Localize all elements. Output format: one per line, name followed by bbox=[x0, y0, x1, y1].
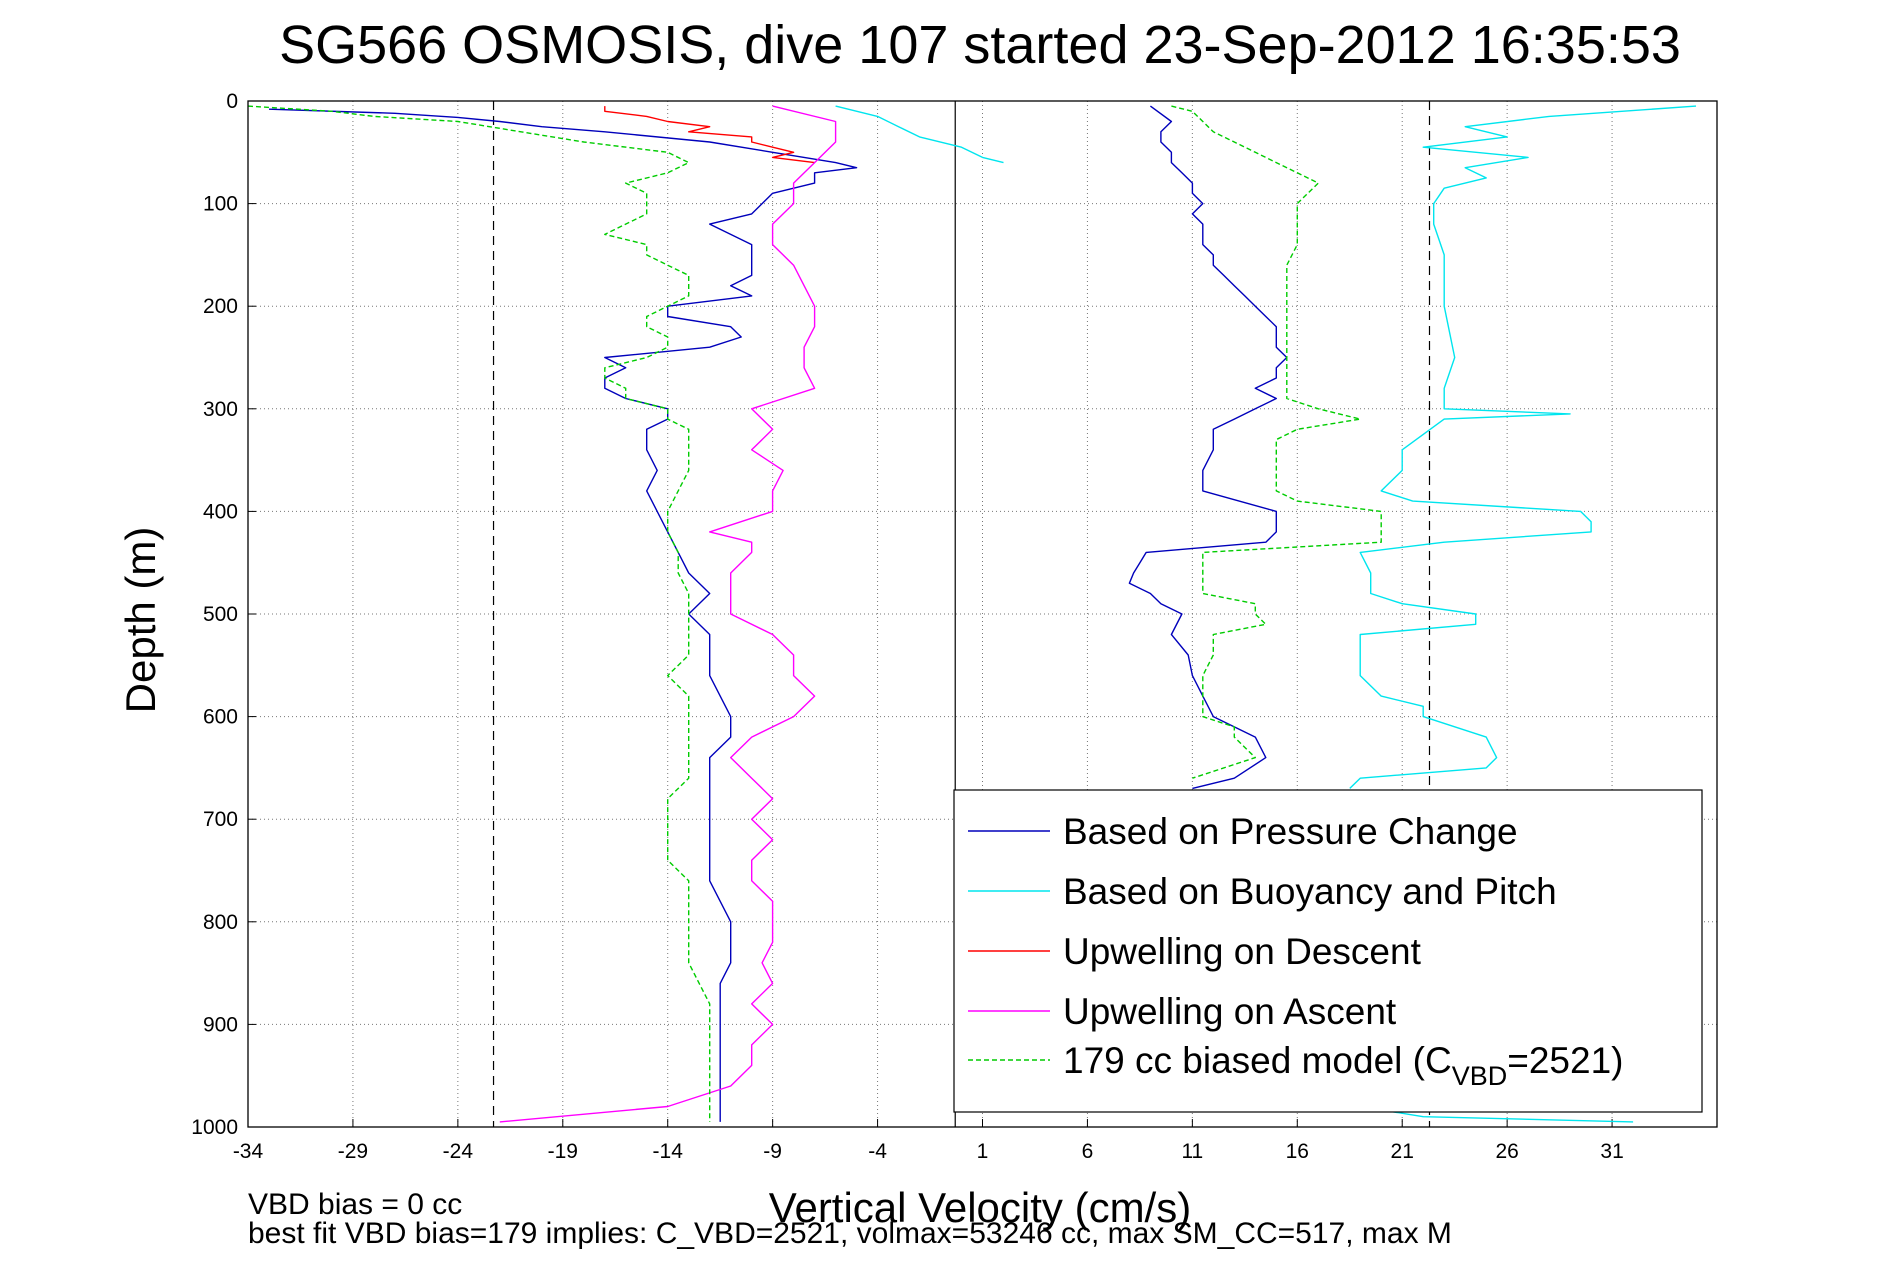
x-tick-label: -4 bbox=[868, 1140, 887, 1163]
chart-title: SG566 OSMOSIS, dive 107 started 23-Sep-2… bbox=[279, 15, 1681, 75]
x-tick-label: 6 bbox=[1082, 1140, 1094, 1163]
y-tick-label: 900 bbox=[203, 1013, 238, 1036]
y-axis-label: Depth (m) bbox=[117, 527, 164, 714]
tick-labels: -34 -29 -24 -19 -14 -9 -4 1 6 11 16 21 26 31010020030… bbox=[191, 90, 1623, 1163]
x-tick-label: 11 bbox=[1181, 1140, 1203, 1163]
x-tick-label: -24 bbox=[443, 1140, 474, 1163]
y-tick-label: 300 bbox=[203, 398, 238, 421]
legend-label-suffix: =2521) bbox=[1507, 1040, 1623, 1081]
x-tick-label: 21 bbox=[1391, 1140, 1414, 1163]
series-line bbox=[1128, 105, 1288, 790]
series-line bbox=[1349, 105, 1697, 789]
y-tick-label: 100 bbox=[203, 193, 238, 216]
y-tick-label: 600 bbox=[203, 706, 238, 729]
legend: Based on Pressure Change Based on Buoyanc… bbox=[953, 789, 1703, 1113]
x-tick-label: -14 bbox=[653, 1140, 684, 1163]
x-tick-label: -29 bbox=[338, 1140, 368, 1163]
y-tick-label: 1000 bbox=[191, 1116, 238, 1139]
plot-frame bbox=[247, 100, 1718, 1128]
series-line bbox=[835, 105, 1004, 164]
y-tick-label: 200 bbox=[203, 295, 238, 318]
series-upwelling-on-ascent bbox=[499, 105, 837, 1123]
footnote-best-fit: best fit VBD bias=179 implies: C_VBD=252… bbox=[248, 1217, 1452, 1250]
series-line bbox=[1171, 105, 1382, 779]
x-tick-label: -19 bbox=[548, 1140, 578, 1163]
footnote-vbd-bias: VBD bias = 0 cc bbox=[248, 1188, 462, 1221]
legend-label: Based on Buoyancy and Pitch bbox=[1063, 871, 1557, 912]
legend-box bbox=[953, 789, 1703, 1113]
series-line bbox=[604, 106, 815, 164]
x-tick-label: 31 bbox=[1600, 1140, 1623, 1163]
x-axis-label: Vertical Velocity (cm/s) bbox=[769, 1184, 1191, 1231]
y-tick-label: 700 bbox=[203, 808, 238, 831]
legend-label: Based on Pressure Change bbox=[1063, 811, 1518, 852]
y-tick-label: 800 bbox=[203, 911, 238, 934]
series-line bbox=[247, 105, 711, 1122]
y-tick-label: 0 bbox=[226, 90, 238, 113]
x-tick-label: 26 bbox=[1495, 1140, 1518, 1163]
legend-label: Upwelling on Descent bbox=[1063, 931, 1422, 972]
legend-label-subscript: VBD bbox=[1452, 1061, 1508, 1091]
data-series bbox=[247, 105, 1697, 1123]
legend-label: Upwelling on Ascent bbox=[1063, 991, 1397, 1032]
series-upwelling-on-descent bbox=[604, 106, 815, 164]
x-tick-label: -34 bbox=[233, 1140, 264, 1163]
y-tick-label: 400 bbox=[203, 500, 238, 523]
x-tick-label: 16 bbox=[1286, 1140, 1309, 1163]
x-tick-label: 1 bbox=[977, 1140, 989, 1163]
x-tick-label: -9 bbox=[763, 1140, 782, 1163]
series-179-cc-biased-model-c bbox=[247, 105, 1382, 1122]
series-line bbox=[499, 105, 837, 1123]
y-tick-label: 500 bbox=[203, 603, 238, 626]
